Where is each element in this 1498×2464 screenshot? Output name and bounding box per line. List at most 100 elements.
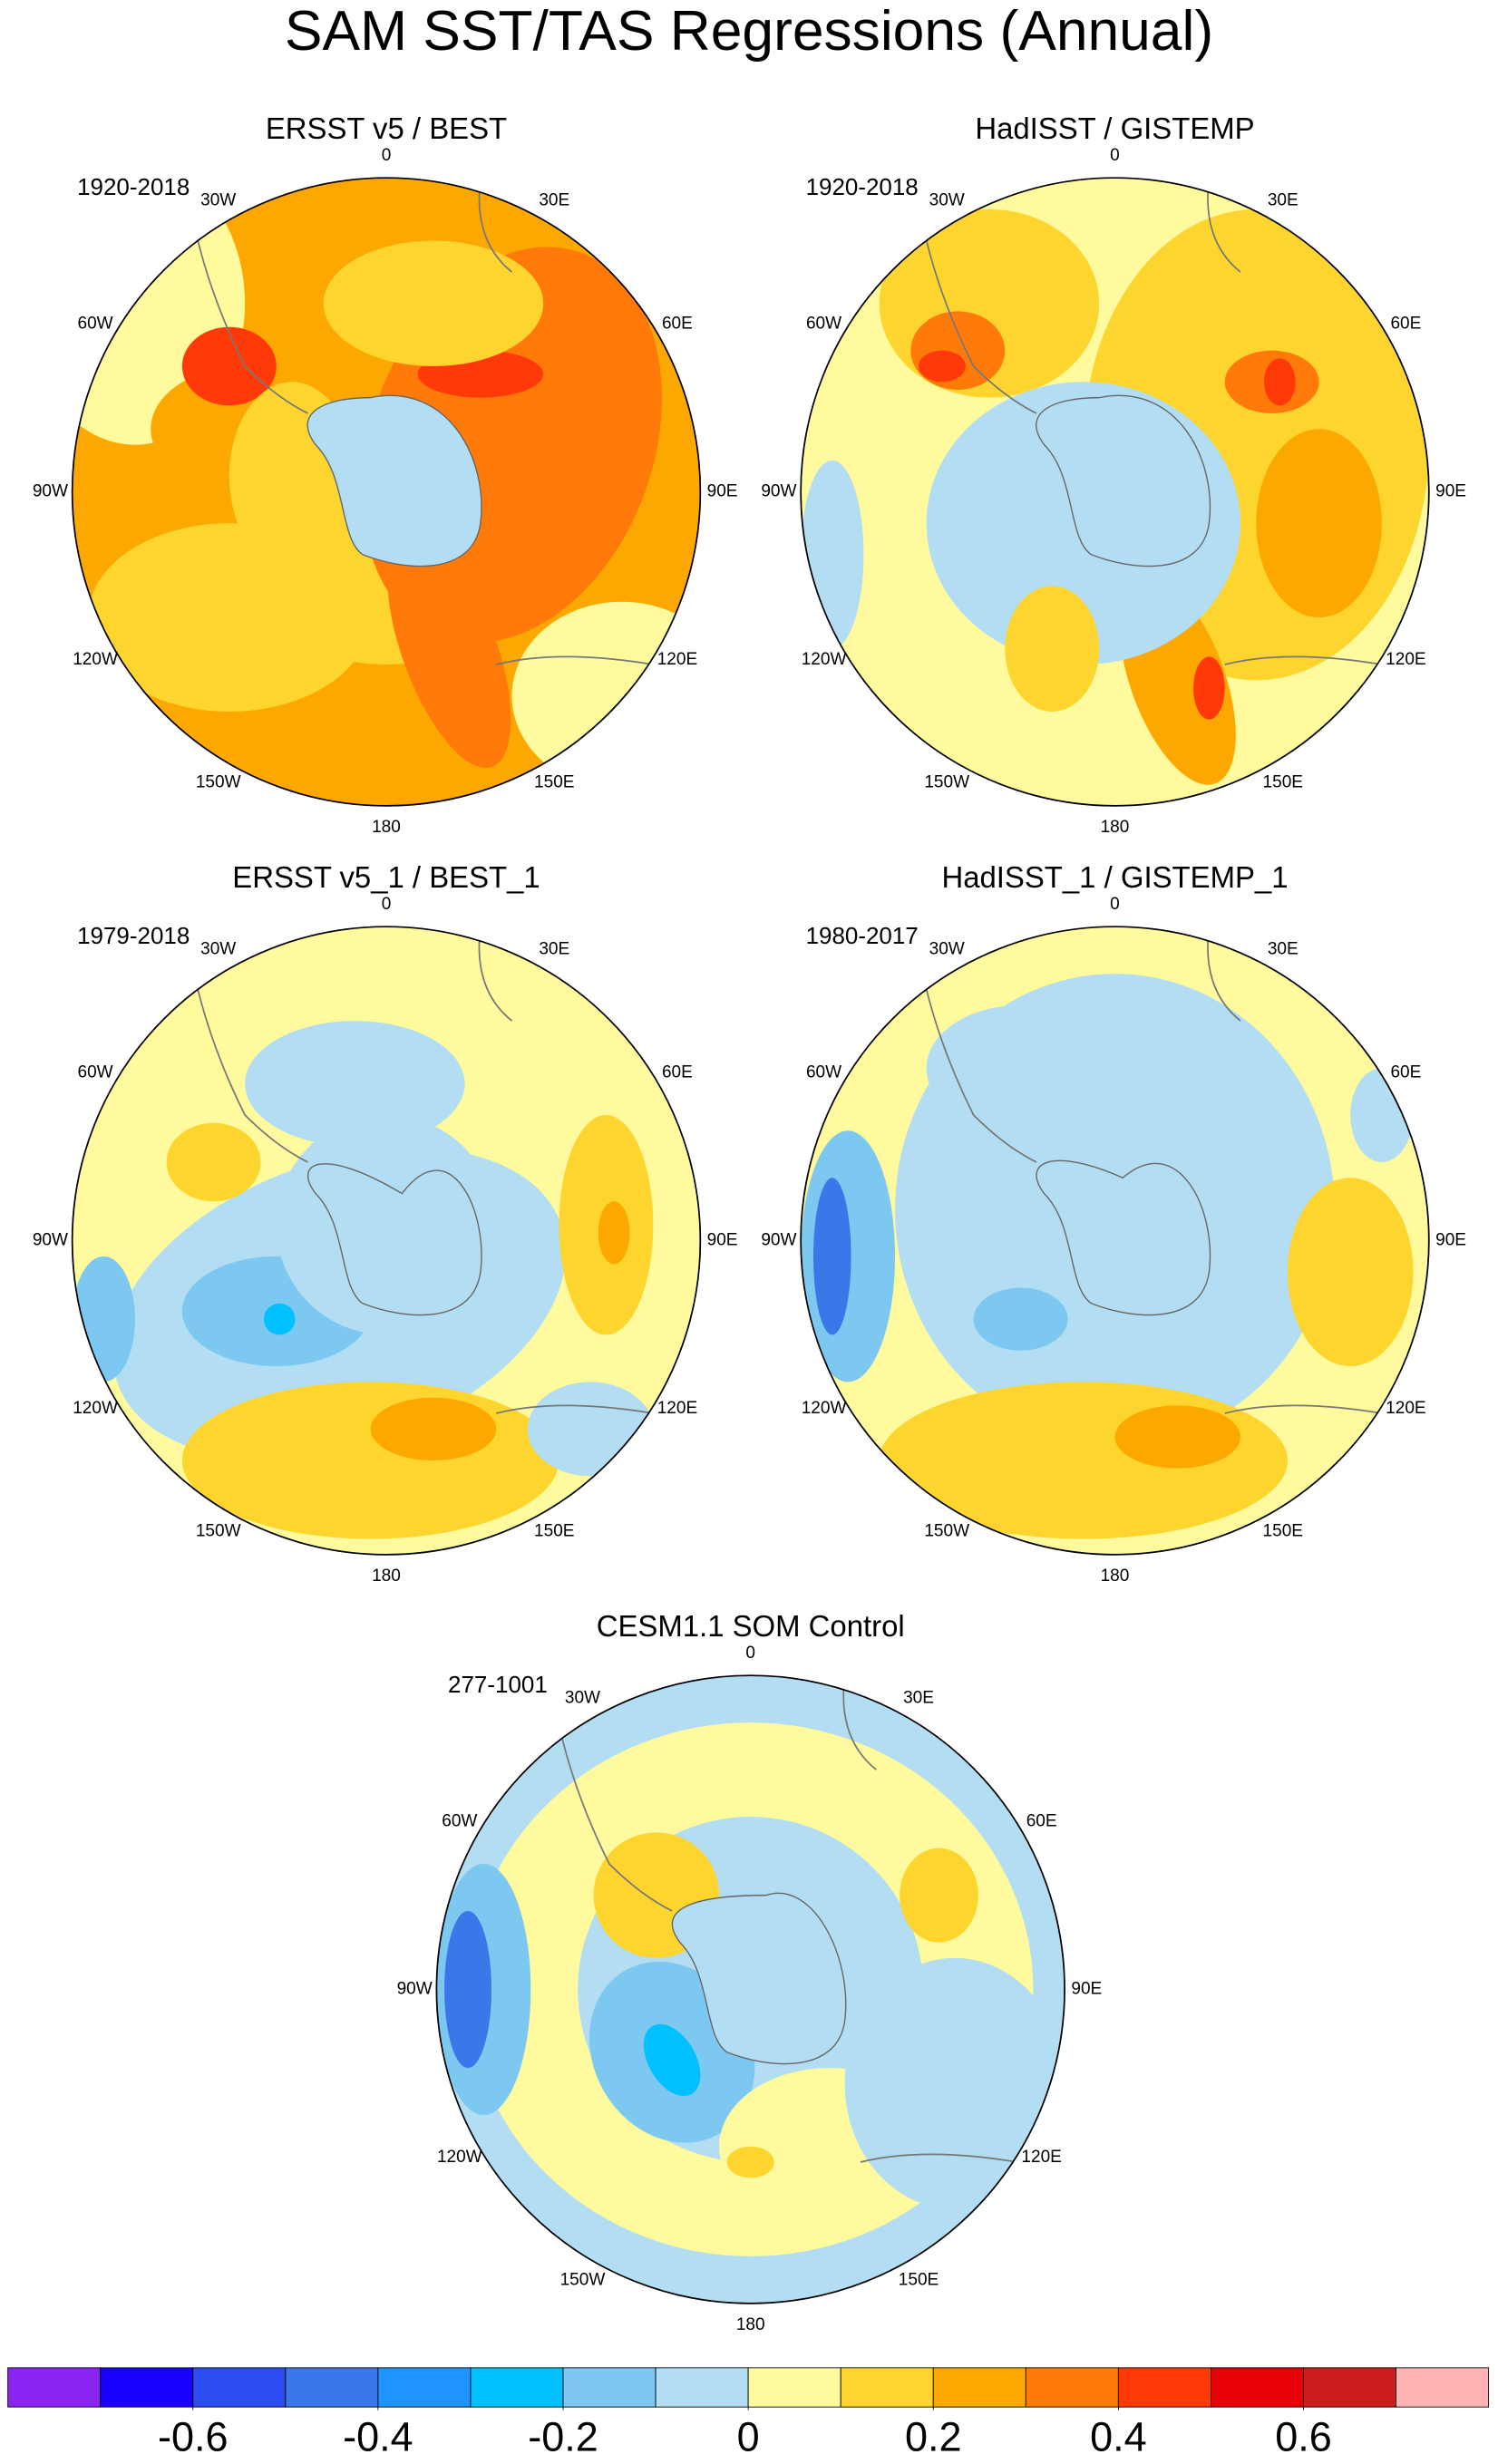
colorbar-label: -0.2 <box>528 2413 598 2459</box>
panel-title: ERSST v5_1 / BEST_1 <box>232 860 540 894</box>
colorbar-label: -0.4 <box>343 2413 413 2459</box>
coastline <box>1224 1404 1382 1414</box>
longitude-label: 30W <box>929 191 965 210</box>
colorbar-box <box>100 2367 194 2408</box>
coastline <box>197 989 308 1163</box>
field-region <box>1350 1068 1414 1162</box>
field-region <box>166 1122 261 1202</box>
longitude-label: 150E <box>1263 1521 1303 1540</box>
colorbar-label: 0.2 <box>905 2413 962 2459</box>
longitude-label: 150E <box>534 1521 574 1540</box>
longitude-label: 90W <box>33 482 68 501</box>
coastline <box>495 655 654 665</box>
map-border <box>800 177 1430 807</box>
longitude-label: 180 <box>1101 1567 1130 1586</box>
longitude-label: 0 <box>382 146 392 165</box>
field-region <box>1256 429 1382 618</box>
longitude-label: 120E <box>1386 1399 1425 1418</box>
longitude-label: 0 <box>382 895 392 914</box>
colorbar-box <box>655 2367 749 2408</box>
colorbar-label: -0.6 <box>158 2413 229 2459</box>
field-region <box>511 601 701 791</box>
longitude-label: 120W <box>73 1399 118 1418</box>
longitude-label: 120E <box>1386 650 1425 669</box>
antarctica <box>1036 394 1211 567</box>
longitude-label: 0 <box>1110 895 1120 914</box>
longitude-label: 0 <box>745 1644 755 1663</box>
map <box>801 178 1429 806</box>
colorbar-label: 0.6 <box>1275 2413 1332 2459</box>
field-region <box>181 326 277 406</box>
longitude-label: 30E <box>539 940 569 959</box>
longitude-label: 60E <box>1026 1811 1057 1830</box>
colorbar-box <box>840 2367 934 2408</box>
longitude-label: 60W <box>442 1811 477 1830</box>
longitude-label: 60E <box>662 314 693 333</box>
map <box>801 926 1429 1555</box>
panel-title: HadISST_1 / GISTEMP_1 <box>941 860 1288 894</box>
map-border <box>71 177 702 807</box>
antarctica <box>306 394 482 567</box>
field-region <box>919 350 966 383</box>
longitude-label: 30W <box>565 1689 600 1708</box>
coastline <box>925 240 1037 414</box>
field-region <box>643 2023 701 2097</box>
field-region <box>1114 1405 1241 1469</box>
longitude-label: 30E <box>1268 191 1299 210</box>
longitude-label: 120W <box>73 650 118 669</box>
longitude-label: 90E <box>1435 482 1466 501</box>
longitude-label: 60W <box>806 314 841 333</box>
panel-period: 1920-2018 <box>77 173 190 200</box>
colorbar-box <box>1117 2367 1211 2408</box>
field-region <box>801 460 864 649</box>
antarctica <box>306 1163 482 1316</box>
longitude-label: 90W <box>397 1980 433 1999</box>
colorbar-box <box>562 2367 657 2408</box>
map <box>436 1675 1065 2304</box>
colorbar-label: 0 <box>737 2413 760 2459</box>
longitude-label: 120W <box>437 2148 482 2167</box>
map-border <box>435 1674 1065 2304</box>
colorbar-box <box>285 2367 379 2408</box>
longitude-label: 90W <box>33 1231 68 1250</box>
longitude-label: 180 <box>372 818 401 837</box>
longitude-label: 120E <box>657 1399 697 1418</box>
field-region <box>323 240 544 366</box>
panel-period: 277-1001 <box>448 1671 548 1698</box>
longitude-label: 90E <box>1435 1231 1466 1250</box>
longitude-label: 150E <box>1263 772 1303 791</box>
field-region <box>844 1957 1065 2209</box>
field-region <box>1287 1178 1414 1367</box>
longitude-label: 120W <box>802 1399 847 1418</box>
longitude-label: 120E <box>1021 2148 1061 2167</box>
map <box>72 178 701 806</box>
longitude-label: 90W <box>761 1231 796 1250</box>
panel-period: 1920-2018 <box>806 173 919 200</box>
longitude-label: 60E <box>1390 1062 1421 1082</box>
field-region <box>263 1303 296 1335</box>
longitude-label: 30W <box>200 940 236 959</box>
coastline <box>1224 655 1382 665</box>
longitude-label: 150W <box>560 2270 606 2289</box>
coastline <box>495 1404 654 1414</box>
panel-period: 1980-2017 <box>806 922 919 949</box>
longitude-label: 180 <box>1101 818 1130 837</box>
longitude-label: 30E <box>539 191 569 210</box>
coastline <box>860 2153 1018 2163</box>
longitude-label: 60E <box>1390 314 1421 333</box>
field-region <box>910 311 1006 390</box>
panel-title: HadISST / GISTEMP <box>975 112 1254 145</box>
field-region <box>1263 358 1296 406</box>
longitude-label: 30E <box>903 1689 934 1708</box>
colorbar-box <box>377 2367 472 2408</box>
longitude-label: 180 <box>372 1567 401 1586</box>
colorbar-box <box>1025 2367 1119 2408</box>
longitude-label: 90E <box>707 482 738 501</box>
longitude-label: 180 <box>736 2315 765 2334</box>
field-region <box>973 1287 1068 1351</box>
field-region <box>527 1382 654 1477</box>
longitude-label: 30W <box>200 191 236 210</box>
field-region <box>1193 656 1225 720</box>
